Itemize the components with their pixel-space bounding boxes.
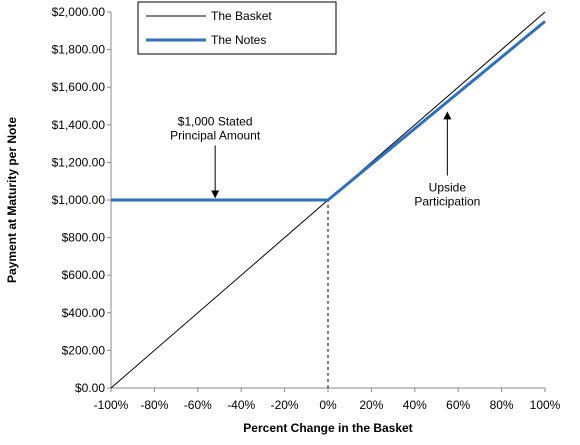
y-tick-label: $1,200.00 xyxy=(52,155,106,169)
x-tick-label: 40% xyxy=(403,398,427,412)
legend-label-notes: The Notes xyxy=(211,33,266,47)
annotation-text: $1,000 Stated xyxy=(178,114,253,128)
legend-box xyxy=(137,1,337,55)
x-tick-label: 20% xyxy=(359,398,383,412)
annotation-text: Principal Amount xyxy=(170,128,261,142)
x-tick-label: -60% xyxy=(184,398,212,412)
y-tick-label: $1,800.00 xyxy=(52,43,106,57)
x-tick-label: 100% xyxy=(530,398,561,412)
x-axis-title: Percent Change in the Basket xyxy=(243,421,412,435)
series-layer xyxy=(110,11,546,389)
y-tick-label: $1,000.00 xyxy=(52,193,106,207)
legend: The Basket The Notes xyxy=(137,1,337,55)
x-tick-label: 60% xyxy=(446,398,470,412)
x-tick-label: 80% xyxy=(490,398,514,412)
y-tick-label: $2,000.00 xyxy=(52,5,106,19)
y-tick-label: $600.00 xyxy=(62,268,106,282)
y-tick-label: $400.00 xyxy=(62,306,106,320)
y-tick-label: $200.00 xyxy=(62,343,106,357)
x-axis-ticks: -100% -80% -60% -40% -20% 0% 20% 40% 60% 80% 100% xyxy=(94,388,561,412)
x-tick-label: 0% xyxy=(319,398,337,412)
x-tick-label: -100% xyxy=(94,398,129,412)
series-line-notes xyxy=(111,20,546,202)
annotation-text: Upside xyxy=(429,181,467,195)
x-tick-label: -40% xyxy=(227,398,255,412)
y-axis-ticks: $0.00 $200.00 $400.00 $600.00 $800.00 $1,000.… xyxy=(52,5,111,395)
y-tick-label: $0.00 xyxy=(75,381,105,395)
x-tick-label: -20% xyxy=(271,398,299,412)
y-tick-label: $1,600.00 xyxy=(52,80,106,94)
y-axis-title: Payment at Maturity per Note xyxy=(5,117,19,283)
annotation-text: Participation xyxy=(414,195,480,209)
x-tick-label: -80% xyxy=(140,398,168,412)
y-tick-label: $1,400.00 xyxy=(52,118,106,132)
legend-label-basket: The Basket xyxy=(211,9,272,23)
y-tick-label: $800.00 xyxy=(62,231,106,245)
